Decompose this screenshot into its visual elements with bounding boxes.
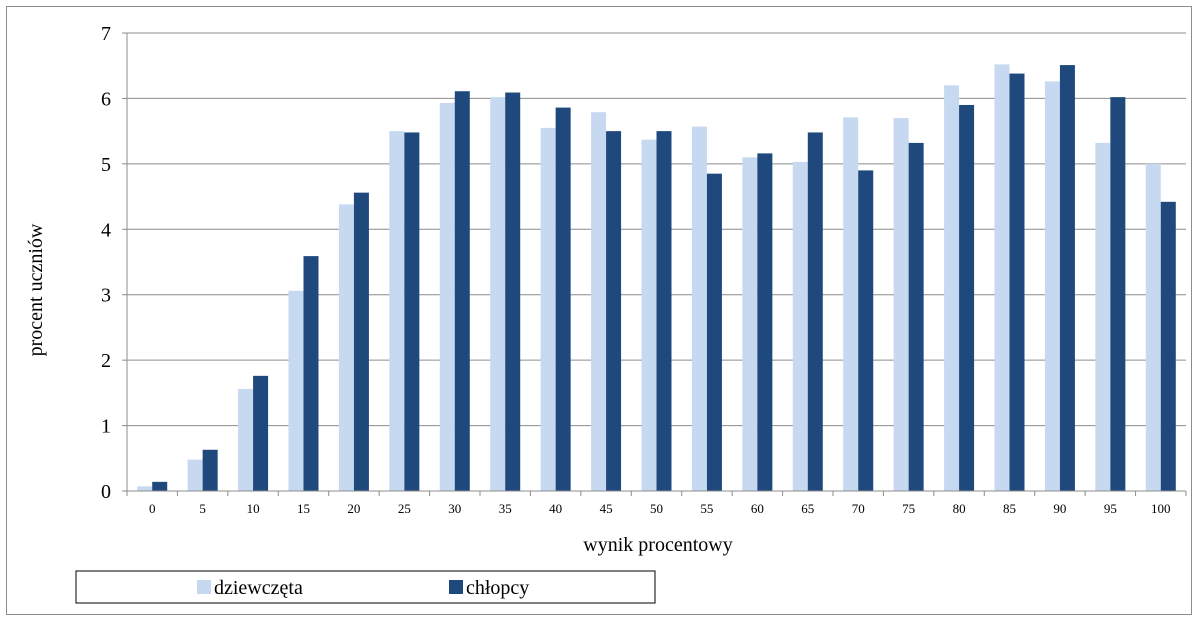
bar-chlopcy-60: [757, 153, 773, 492]
bar-dziewczeta-90: [1044, 81, 1060, 491]
bar-chlopcy-20: [353, 192, 369, 491]
axes: [122, 32, 1187, 496]
bar-dziewczeta-30: [439, 103, 455, 491]
x-tick-label: 85: [1003, 501, 1016, 516]
x-tick-label: 5: [199, 501, 206, 516]
y-tick-label: 3: [101, 285, 111, 307]
y-tick-label: 2: [101, 350, 111, 372]
legend: dziewczęta chłopcy: [75, 570, 656, 604]
bar-chlopcy-5: [202, 449, 218, 491]
bar-dziewczeta-45: [591, 112, 607, 491]
legend-swatch-dziewczeta: [197, 580, 211, 594]
x-tick-label: 90: [1053, 501, 1066, 516]
x-tick-label: 20: [347, 501, 360, 516]
x-tick-label: 65: [801, 501, 814, 516]
bar-chlopcy-75: [908, 142, 924, 492]
bar-dziewczeta-85: [994, 64, 1010, 492]
x-tick-label: 95: [1104, 501, 1117, 516]
bar-dziewczeta-50: [641, 139, 657, 492]
y-tick-label: 6: [101, 88, 111, 110]
x-tick-label: 60: [751, 501, 764, 516]
bar-chlopcy-15: [303, 256, 319, 491]
bar-dziewczeta-60: [742, 157, 758, 492]
bar-dziewczeta-10: [238, 388, 254, 491]
bar-dziewczeta-65: [792, 161, 808, 491]
x-tick-label: 40: [549, 501, 562, 516]
legend-label-dziewczeta: dziewczęta: [214, 577, 303, 599]
bar-dziewczeta-40: [540, 127, 556, 491]
bar-chlopcy-0: [152, 481, 168, 491]
bar-chlopcy-95: [1110, 97, 1126, 492]
bar-chlopcy-70: [858, 170, 874, 491]
x-tick-label: 80: [953, 501, 966, 516]
bar-dziewczeta-0: [137, 486, 153, 491]
legend-box: [75, 570, 656, 604]
bar-dziewczeta-95: [1095, 142, 1111, 492]
x-axis-title: wynik procentowy: [583, 534, 732, 556]
x-tick-label: 100: [1151, 501, 1171, 516]
bar-chlopcy-10: [253, 375, 269, 491]
bar-dziewczeta-75: [893, 118, 909, 492]
y-tick-label: 7: [101, 23, 111, 45]
bar-chlopcy-30: [454, 91, 470, 491]
bar-dziewczeta-20: [338, 204, 354, 491]
bar-dziewczeta-25: [389, 131, 405, 491]
bar-chlopcy-45: [606, 131, 622, 491]
x-tick-label: 25: [398, 501, 411, 516]
bar-chlopcy-55: [706, 173, 722, 491]
bar-chlopcy-50: [656, 131, 672, 491]
bar-dziewczeta-15: [288, 290, 304, 491]
bar-chlopcy-80: [959, 104, 975, 491]
bar-dziewczeta-70: [843, 117, 859, 491]
x-tick-label: 75: [902, 501, 915, 516]
x-tick-label: 15: [297, 501, 310, 516]
bar-dziewczeta-5: [187, 459, 203, 491]
bar-dziewczeta-55: [691, 126, 707, 491]
x-tick-label: 55: [700, 501, 713, 516]
x-tick-label: 0: [149, 501, 156, 516]
x-tick-label: 70: [852, 501, 865, 516]
bar-chlopcy-40: [555, 107, 571, 492]
y-tick-label: 1: [101, 416, 111, 438]
y-tick-label: 5: [101, 154, 111, 176]
y-tick-label: 0: [101, 481, 111, 503]
x-tick-label: 35: [499, 501, 512, 516]
bar-chlopcy-90: [1059, 65, 1075, 491]
x-tick-label: 50: [650, 501, 663, 516]
legend-label-chlopcy: chłopcy: [466, 577, 529, 599]
bar-chlopcy-25: [404, 132, 420, 492]
bar-chlopcy-85: [1009, 73, 1025, 492]
y-tick-label: 4: [101, 219, 111, 241]
x-tick-label: 10: [247, 501, 260, 516]
legend-swatch-chlopcy: [449, 580, 463, 594]
bars: [137, 64, 1176, 492]
bar-chlopcy-100: [1160, 201, 1176, 491]
y-axis-title: procent uczniów: [25, 223, 47, 356]
bar-chlopcy-65: [807, 132, 823, 492]
x-tick-label: 30: [448, 501, 461, 516]
bar-chlopcy-35: [505, 92, 521, 491]
x-tick-label: 45: [600, 501, 613, 516]
bar-dziewczeta-35: [490, 97, 506, 492]
bar-dziewczeta-100: [1145, 163, 1161, 491]
bar-dziewczeta-80: [944, 85, 960, 491]
